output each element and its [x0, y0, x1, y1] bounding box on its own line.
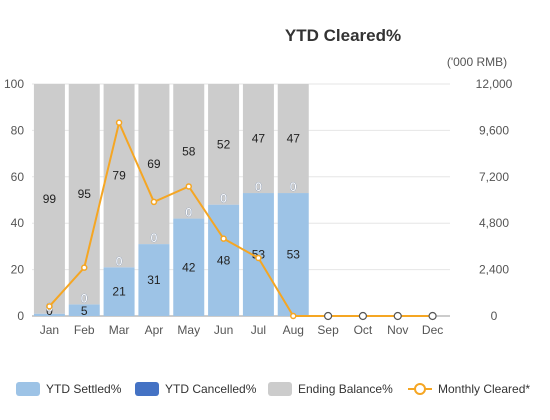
label-cancelled: 0 — [255, 180, 262, 194]
right-axis-unit: ('000 RMB) — [447, 55, 507, 69]
legend-item-cancelled[interactable]: YTD Cancelled% — [135, 382, 257, 396]
label-ending-balance: 79 — [112, 169, 126, 183]
bar-value-labels: 99009550792106931058420524804753047530 — [43, 132, 301, 318]
empty-month-marker — [428, 311, 437, 321]
left-axis-tick-label: 100 — [4, 77, 24, 91]
bar-ending-balance[interactable] — [138, 84, 170, 245]
point-monthly-cleared[interactable] — [220, 235, 227, 242]
bar-ending-balance[interactable] — [103, 84, 135, 268]
right-axis-tick-label: 9,600 — [479, 123, 509, 137]
empty-month-marker — [323, 311, 333, 321]
line-series — [46, 119, 437, 321]
right-axis-tick-label: 0 — [491, 309, 498, 323]
label-ending-balance: 69 — [147, 157, 161, 171]
legend: YTD Settled% YTD Cancelled% Ending Balance… — [16, 382, 530, 396]
legend-swatch — [135, 382, 159, 396]
label-settled: 0 — [46, 304, 53, 318]
bar-settled[interactable] — [173, 218, 205, 316]
left-axis-tick-label: 20 — [11, 263, 25, 277]
right-axis-tick-label: 7,200 — [479, 170, 509, 184]
label-cancelled: 0 — [220, 192, 227, 206]
bar-ending-balance[interactable] — [242, 84, 274, 194]
point-monthly-cleared[interactable] — [290, 312, 297, 320]
legend-label: Monthly Cleared* — [438, 382, 530, 396]
label-cancelled: 0 — [151, 231, 158, 245]
label-ending-balance: 99 — [43, 192, 57, 206]
label-cancelled: 0 — [81, 291, 88, 305]
label-cancelled: 0 — [116, 254, 123, 268]
x-axis-tick-label: Jun — [214, 323, 233, 337]
x-axis-tick-label: Sep — [317, 323, 339, 337]
legend-label: YTD Cancelled% — [165, 382, 257, 396]
bar-ending-balance[interactable] — [277, 84, 309, 194]
x-axis-tick-label: May — [177, 323, 200, 337]
point-monthly-cleared[interactable] — [150, 198, 158, 206]
x-axis-tick-label: Jul — [251, 323, 266, 337]
label-settled: 53 — [252, 248, 266, 262]
label-ending-balance: 95 — [78, 187, 92, 201]
right-axis-tick-label: 12,000 — [476, 77, 513, 91]
point-monthly-cleared[interactable] — [46, 303, 53, 310]
legend-label: YTD Settled% — [46, 382, 122, 396]
x-axis-tick-label: Oct — [354, 323, 373, 337]
legend-swatch-marker — [414, 383, 426, 395]
bar-settled[interactable] — [138, 244, 170, 316]
bar-ending-balance[interactable] — [33, 84, 65, 314]
label-cancelled: 0 — [185, 206, 192, 220]
label-ending-balance: 47 — [287, 132, 301, 146]
label-settled: 48 — [217, 253, 231, 267]
bar-settled[interactable] — [242, 193, 274, 316]
left-axis-tick-label: 40 — [11, 216, 25, 230]
bar-settled[interactable] — [277, 193, 309, 316]
empty-month-marker — [358, 311, 368, 321]
legend-item-settled[interactable]: YTD Settled% — [16, 382, 122, 396]
left-axis-tick-label: 80 — [11, 123, 25, 137]
left-axis-tick-label: 60 — [11, 170, 25, 184]
empty-month-marker — [393, 311, 402, 321]
legend-swatch — [268, 382, 292, 396]
right-axis-tick-label: 4,800 — [479, 216, 509, 230]
point-monthly-cleared[interactable] — [81, 264, 88, 271]
bar-settled[interactable] — [103, 267, 135, 316]
x-axis-tick-label: Aug — [283, 323, 304, 337]
label-ending-balance: 58 — [182, 144, 196, 158]
x-axis-tick-label: Jan — [40, 323, 59, 337]
right-axis-tick-label: 2,400 — [479, 263, 509, 277]
line-monthly-cleared — [48, 119, 433, 317]
label-cancelled: 0 — [290, 180, 297, 194]
point-monthly-cleared[interactable] — [185, 183, 192, 190]
label-settled: 53 — [287, 248, 301, 262]
bar-settled[interactable] — [33, 313, 65, 316]
label-settled: 21 — [112, 285, 126, 299]
x-axis-tick-label: Mar — [109, 323, 130, 337]
label-settled: 42 — [182, 260, 196, 274]
legend-item-ending-balance[interactable]: Ending Balance% — [268, 382, 393, 396]
x-axis-tick-label: Feb — [74, 323, 95, 337]
bar-ending-balance[interactable] — [173, 84, 205, 219]
left-axis-tick-label: 0 — [17, 309, 24, 323]
legend-swatch — [16, 382, 40, 396]
label-ending-balance: 47 — [252, 132, 266, 146]
bar-series — [33, 84, 309, 316]
x-axis-tick-label: Apr — [145, 323, 164, 337]
legend-item-monthly-cleared[interactable]: Monthly Cleared* — [408, 382, 530, 396]
point-monthly-cleared[interactable] — [255, 254, 262, 262]
x-axis-tick-label: Dec — [422, 323, 443, 337]
x-axis-tick-label: Nov — [387, 323, 408, 337]
chart-title: YTD Cleared% — [285, 26, 401, 45]
label-settled: 5 — [81, 304, 88, 318]
axes: 0 0 20 2,400 40 4,800 60 7,200 80 9,600 100 12,000 J… — [4, 77, 513, 337]
label-ending-balance: 52 — [217, 137, 231, 151]
point-monthly-cleared[interactable] — [115, 119, 123, 126]
label-settled: 31 — [147, 273, 161, 287]
legend-label: Ending Balance% — [298, 382, 393, 396]
bar-settled[interactable] — [68, 304, 100, 316]
bar-ending-balance[interactable] — [208, 84, 240, 205]
